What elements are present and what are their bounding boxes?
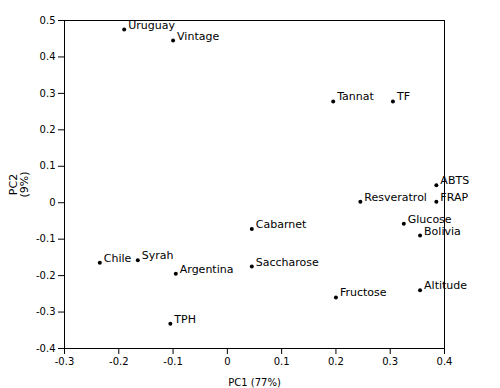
svg-text:Uruguay: Uruguay	[128, 18, 175, 32]
svg-text:0.4: 0.4	[437, 356, 453, 367]
svg-text:Chile: Chile	[104, 252, 132, 265]
svg-text:PC1 (77%): PC1 (77%)	[228, 377, 281, 388]
svg-text:FRAP: FRAP	[440, 190, 468, 204]
svg-text:-0.2: -0.2	[109, 356, 129, 367]
svg-text:0.4: 0.4	[40, 51, 56, 62]
svg-text:-0.3: -0.3	[55, 356, 75, 367]
svg-text:-0.4: -0.4	[36, 343, 56, 354]
svg-text:Cabarnet: Cabarnet	[256, 218, 307, 231]
svg-text:-0.1: -0.1	[36, 233, 56, 244]
svg-text:0.1: 0.1	[274, 356, 290, 367]
svg-text:TPH: TPH	[173, 313, 196, 326]
svg-text:TF: TF	[396, 90, 410, 103]
svg-text:-0.3: -0.3	[36, 306, 56, 317]
svg-text:Syrah: Syrah	[142, 249, 174, 262]
svg-text:Argentina: Argentina	[180, 263, 234, 276]
svg-text:0.3: 0.3	[40, 88, 56, 99]
svg-text:-0.1: -0.1	[163, 356, 183, 367]
svg-text:Fructose: Fructose	[340, 286, 387, 299]
svg-text:0: 0	[224, 356, 230, 367]
svg-text:0.3: 0.3	[382, 356, 398, 367]
svg-text:Glucose: Glucose	[407, 212, 452, 226]
svg-text:0: 0	[49, 197, 55, 208]
svg-text:Vintage: Vintage	[177, 30, 219, 43]
svg-text:Tannat: Tannat	[336, 90, 374, 103]
svg-text:Altitude: Altitude	[424, 279, 467, 292]
svg-text:ABTS: ABTS	[440, 174, 470, 188]
svg-text:Saccharose: Saccharose	[256, 256, 319, 269]
svg-text:0.1: 0.1	[40, 160, 56, 171]
svg-text:0.2: 0.2	[40, 124, 56, 135]
svg-text:-0.2: -0.2	[36, 270, 56, 281]
svg-text:0.2: 0.2	[328, 356, 344, 367]
svg-text:PC2(9%): PC2(9%)	[7, 171, 31, 197]
svg-text:0.5: 0.5	[40, 15, 56, 26]
svg-text:Resveratrol: Resveratrol	[364, 191, 427, 204]
svg-text:Bolivia: Bolivia	[424, 225, 461, 238]
